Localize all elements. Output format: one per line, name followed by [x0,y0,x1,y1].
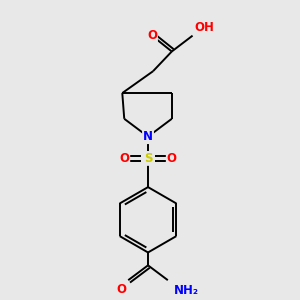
Text: NH₂: NH₂ [174,284,199,297]
Text: O: O [147,29,157,42]
Text: OH: OH [195,21,214,34]
Text: O: O [167,152,177,165]
Text: O: O [119,152,129,165]
Text: S: S [144,152,152,165]
Text: O: O [116,283,126,296]
Text: N: N [143,130,153,143]
